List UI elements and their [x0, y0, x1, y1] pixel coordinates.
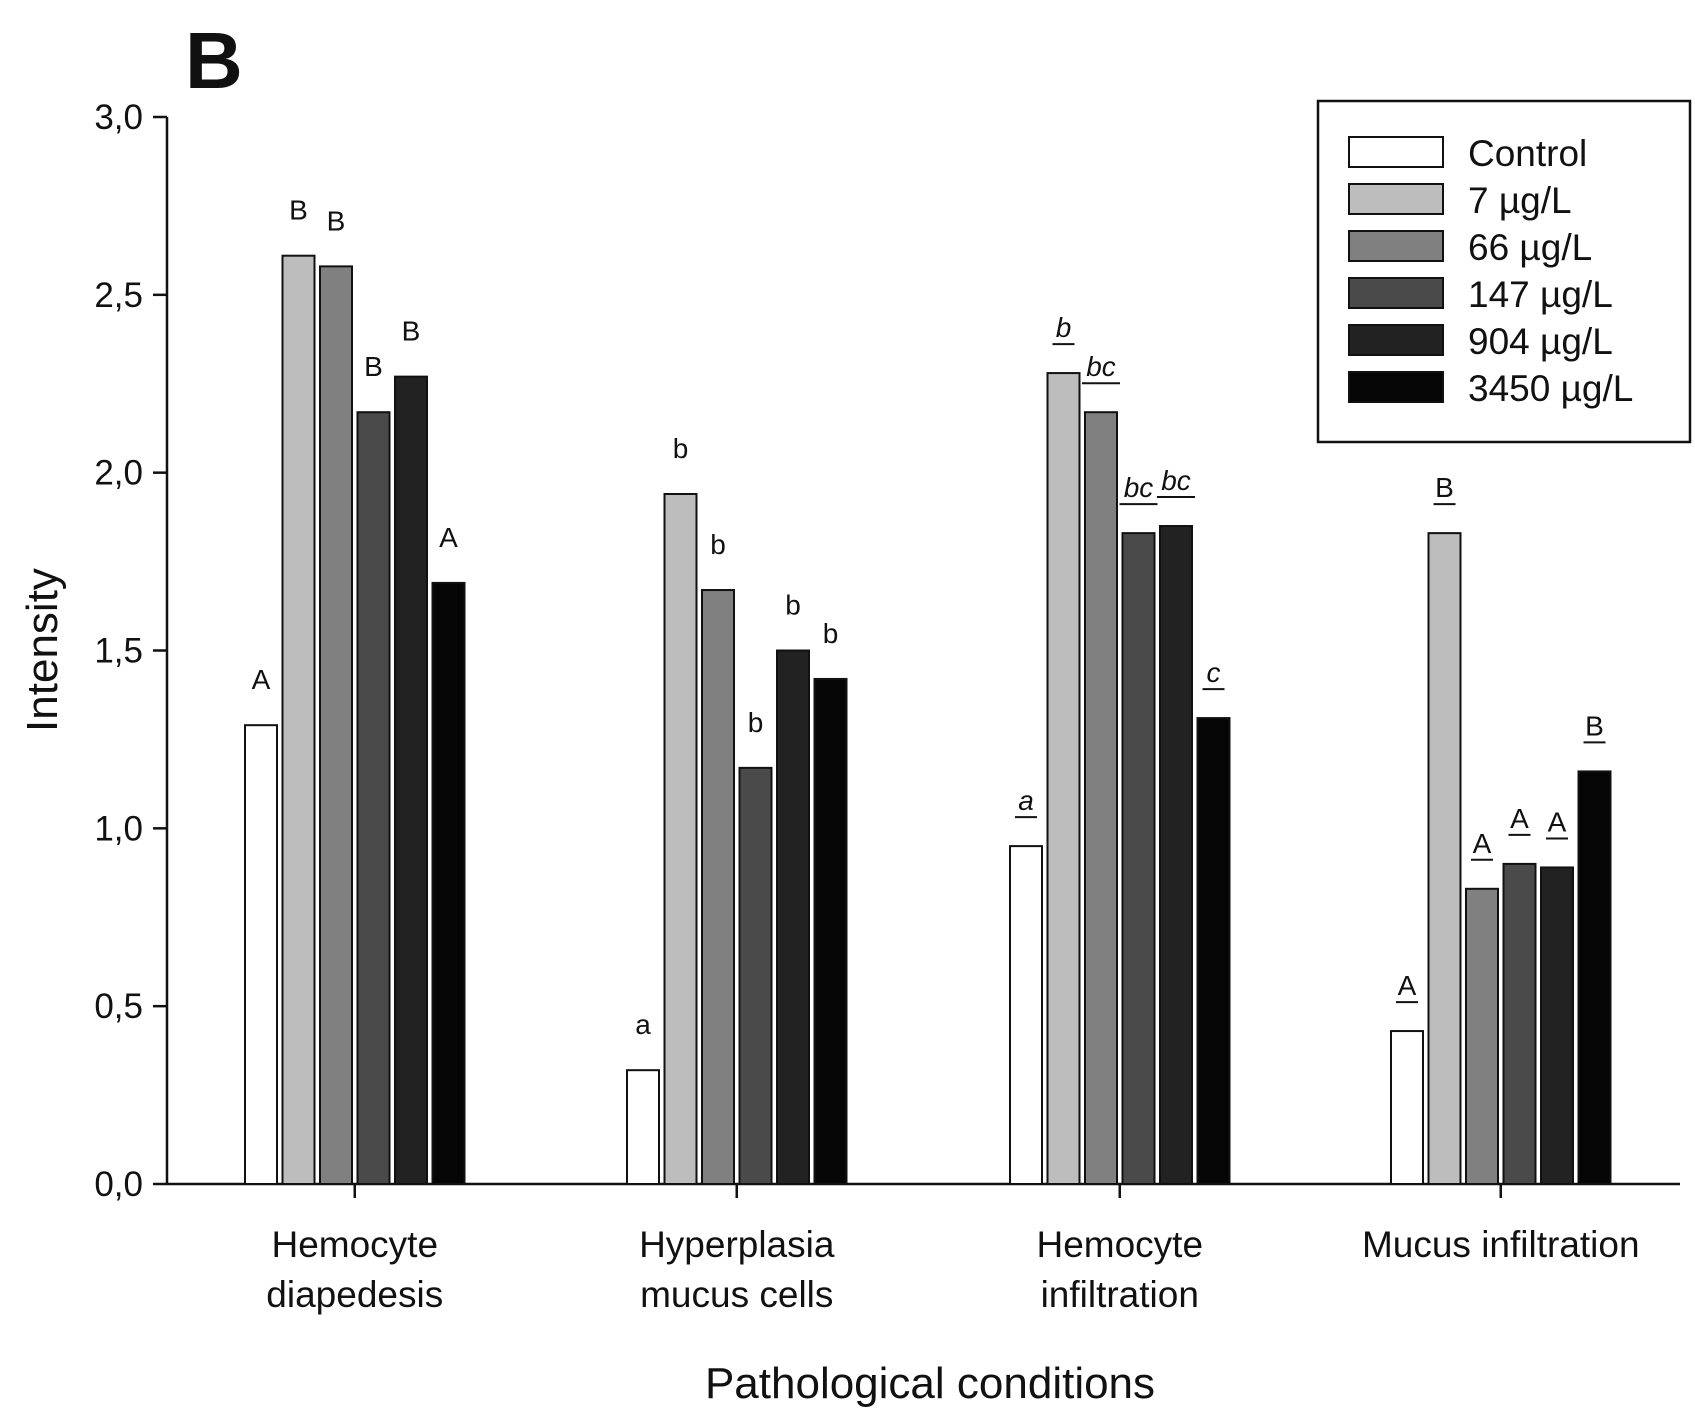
- y-tick-label: 0,5: [94, 987, 143, 1026]
- significance-letter: B: [364, 351, 383, 382]
- significance-letter: b: [710, 529, 726, 560]
- significance-letter: B: [289, 195, 308, 226]
- bar: [319, 265, 353, 1185]
- legend-swatch: [1348, 136, 1444, 168]
- legend-label: Control: [1468, 133, 1587, 174]
- bar: [701, 589, 735, 1185]
- significance-letter: b: [785, 590, 801, 621]
- panel-label: B: [185, 16, 243, 105]
- bar: [394, 375, 428, 1185]
- significance-letter: A: [439, 522, 458, 553]
- bar: [1009, 845, 1043, 1185]
- x-category-label: Hyperplasia mucus cells: [639, 1224, 835, 1315]
- significance-letter: A: [1398, 970, 1417, 1001]
- bar: [663, 493, 698, 1185]
- y-axis: 0,0 0,5 1,0 1,5 2,0 2,5 3,0: [94, 98, 169, 1204]
- bar: [813, 677, 848, 1185]
- bar: [1084, 411, 1118, 1186]
- x-category-label: Hemocyte infiltration: [1036, 1224, 1203, 1315]
- bar: [1465, 887, 1499, 1186]
- significance-letter: A: [1473, 828, 1492, 859]
- significance-letter: B: [1585, 710, 1604, 741]
- bars-layer: [244, 254, 1612, 1186]
- y-tick-label: 3,0: [94, 98, 143, 137]
- y-tick-label: 1,0: [94, 809, 143, 848]
- bar: [1121, 532, 1156, 1185]
- legend-swatch: [1348, 183, 1444, 215]
- y-tick-label: 2,0: [94, 454, 143, 493]
- significance-letter: a: [635, 1009, 651, 1040]
- bar: [1577, 770, 1612, 1186]
- significance-letter: a: [1018, 785, 1034, 816]
- y-tick-label: 2,5: [94, 276, 143, 315]
- legend-swatch: [1348, 277, 1444, 309]
- x-axis: Hemocyte diapedesis Hyperplasia mucus cells…: [167, 1182, 1680, 1315]
- significance-letter: c: [1207, 657, 1221, 688]
- significance-letter: b: [1056, 312, 1072, 343]
- significance-letter: B: [1435, 472, 1454, 503]
- significance-letter: A: [1510, 803, 1529, 834]
- significance-letter: bc: [1086, 351, 1116, 382]
- significance-letter: B: [402, 316, 421, 347]
- x-category-label: Mucus infiltration: [1362, 1224, 1640, 1265]
- significance-letter: b: [673, 433, 689, 464]
- bar: [281, 254, 316, 1185]
- bar: [1427, 532, 1462, 1185]
- significance-letter: A: [252, 664, 271, 695]
- bar: [1196, 717, 1231, 1185]
- bar: [1502, 862, 1537, 1186]
- bar: [1046, 372, 1081, 1185]
- legend-label: 904 µg/L: [1468, 321, 1613, 362]
- significance-letter: B: [327, 205, 346, 236]
- legend-swatch: [1348, 230, 1444, 262]
- significance-letter: A: [1548, 806, 1567, 837]
- legend-label: 3450 µg/L: [1468, 368, 1633, 409]
- significance-letter: bc: [1161, 465, 1191, 496]
- significance-letter: b: [748, 707, 764, 738]
- bar: [776, 649, 810, 1185]
- y-tick-label: 1,5: [94, 632, 143, 671]
- legend-label: 147 µg/L: [1468, 274, 1613, 315]
- bar: [356, 411, 391, 1186]
- legend-label: 7 µg/L: [1468, 180, 1572, 221]
- legend-swatch: [1348, 371, 1444, 403]
- bar: [431, 581, 466, 1185]
- x-category-label: Hemocyte diapedesis: [266, 1224, 443, 1315]
- legend-swatch: [1348, 324, 1444, 356]
- bar: [738, 766, 773, 1185]
- y-axis-title: Intensity: [18, 568, 67, 732]
- bar: [1390, 1030, 1424, 1186]
- y-tick-label: 0,0: [94, 1165, 143, 1204]
- significance-letter: bc: [1124, 472, 1154, 503]
- legend-label: 66 µg/L: [1468, 227, 1592, 268]
- bar: [1540, 866, 1574, 1185]
- x-axis-title: Pathological conditions: [705, 1359, 1155, 1408]
- legend: Control 7 µg/L 66 µg/L 147 µg/L 904 µg/L 3450…: [1316, 99, 1692, 444]
- bar: [244, 724, 278, 1185]
- bar: [626, 1069, 660, 1185]
- bar: [1159, 525, 1193, 1185]
- significance-letter: b: [823, 618, 839, 649]
